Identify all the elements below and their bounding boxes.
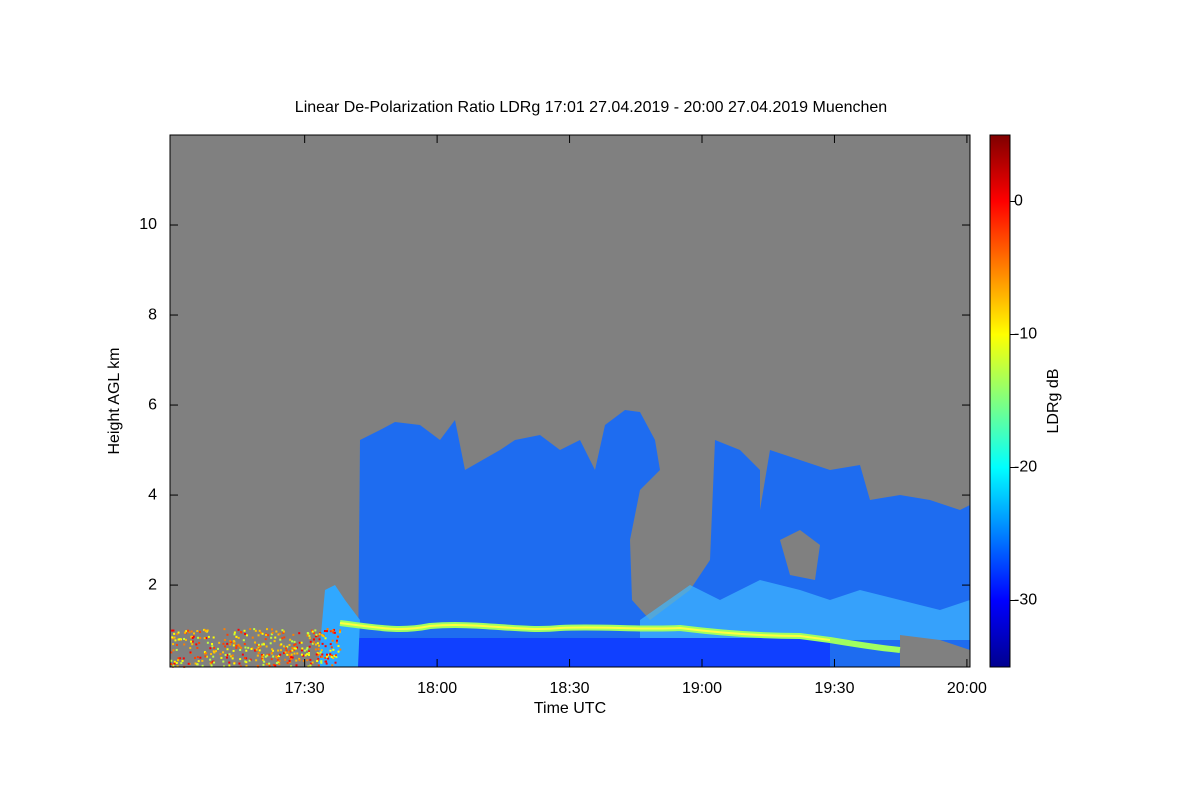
y-tick-label: 4: [148, 486, 157, 503]
colorbar-tick-label: -30: [1014, 592, 1037, 609]
y-tick-label: 6: [148, 396, 157, 413]
colorbar-tick-label: 0: [1014, 193, 1023, 210]
x-tick-label: 20:00: [947, 680, 987, 697]
x-tick-label: 18:00: [417, 680, 457, 697]
y-tick-label: 10: [139, 216, 157, 233]
colorbar-label: LDRg dB: [1045, 369, 1062, 434]
y-tick-label: 2: [148, 576, 157, 593]
y-axis-label: Height AGL km: [106, 347, 123, 454]
x-tick-label: 19:30: [814, 680, 854, 697]
colorbar: [989, 134, 1011, 668]
colorbar-tick-label: -20: [1014, 459, 1037, 476]
chart-title: Linear De-Polarization Ratio LDRg 17:01 …: [295, 99, 887, 116]
x-tick-label: 19:00: [682, 680, 722, 697]
x-axis-label: Time UTC: [534, 700, 606, 717]
x-tick-label: 18:30: [550, 680, 590, 697]
colorbar-tick-label: -10: [1014, 326, 1037, 343]
x-tick-label: 17:30: [285, 680, 325, 697]
y-tick-label: 8: [148, 306, 157, 323]
cloud-field: [170, 410, 970, 668]
